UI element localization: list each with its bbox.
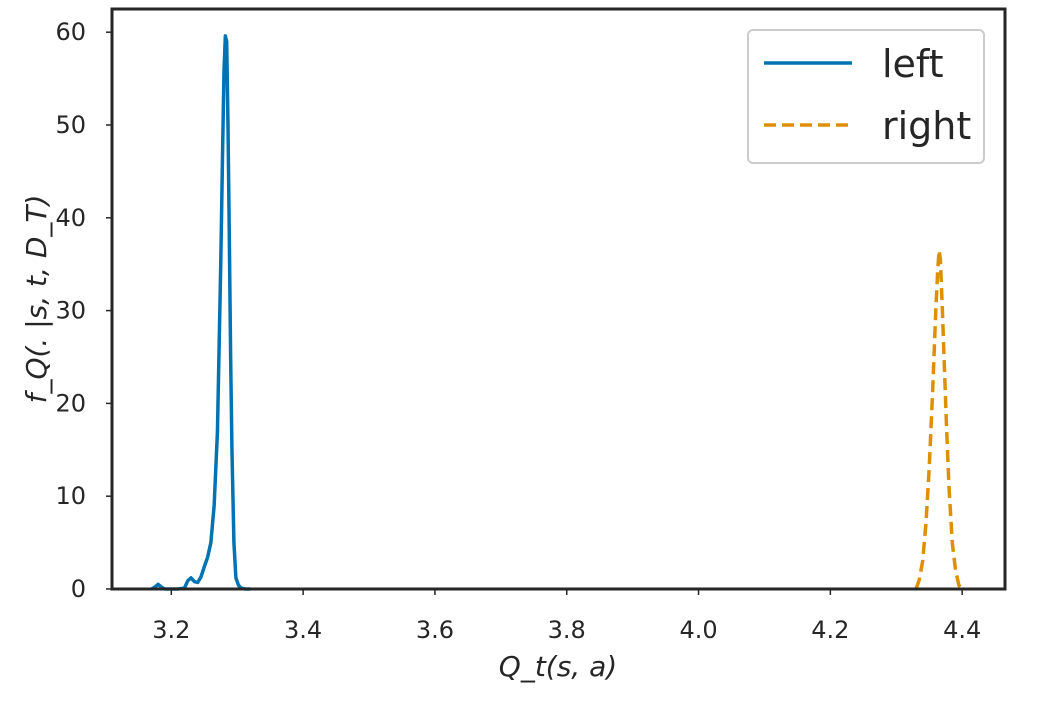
y-tick-label: 10 bbox=[55, 482, 86, 510]
x-tick-label: 4.4 bbox=[943, 616, 981, 644]
y-axis-ticks: 0 10 20 30 40 50 60 bbox=[55, 18, 112, 603]
legend-label-left: left bbox=[882, 42, 944, 86]
x-axis-ticks: 3.2 3.4 3.6 3.8 4.0 4.2 4.4 bbox=[152, 589, 981, 644]
y-tick-label: 40 bbox=[55, 204, 86, 232]
x-axis-label: Q_t(s, a) bbox=[499, 650, 617, 683]
legend-label-right: right bbox=[882, 104, 971, 148]
y-tick-label: 60 bbox=[55, 18, 86, 46]
y-tick-label: 0 bbox=[71, 575, 86, 603]
x-tick-label: 4.0 bbox=[679, 616, 717, 644]
x-tick-label: 3.6 bbox=[416, 616, 454, 644]
x-tick-label: 3.8 bbox=[548, 616, 586, 644]
y-tick-label: 50 bbox=[55, 111, 86, 139]
x-tick-label: 4.2 bbox=[811, 616, 849, 644]
y-tick-label: 20 bbox=[55, 389, 86, 417]
y-tick-label: 30 bbox=[55, 297, 86, 325]
x-tick-label: 3.2 bbox=[152, 616, 190, 644]
legend: left right bbox=[747, 29, 985, 164]
series-line-right bbox=[914, 248, 964, 591]
x-tick-label: 3.4 bbox=[284, 616, 322, 644]
plot-frame bbox=[110, 7, 1007, 591]
y-axis-label: f_Q(. |s, t, D_T) bbox=[20, 195, 53, 404]
